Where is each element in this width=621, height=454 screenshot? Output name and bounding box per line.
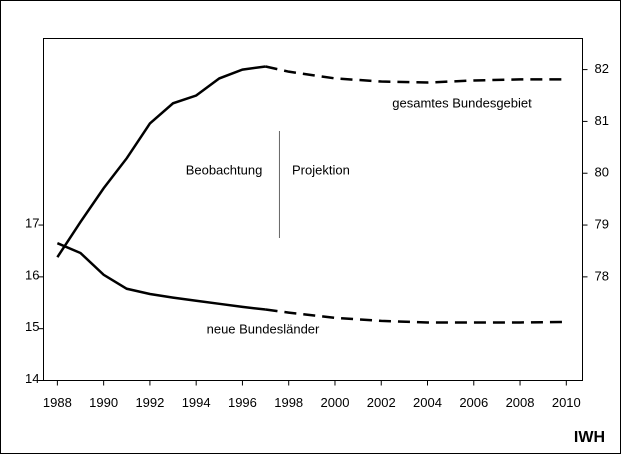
x-tick-label: 2008 — [506, 395, 535, 410]
series-label: neue Bundesländer — [207, 321, 320, 336]
x-tick-label: 2002 — [367, 395, 396, 410]
observed-line — [56, 242, 266, 311]
y2-tick-label: 80 — [595, 165, 609, 180]
y-tick-label: 16 — [25, 267, 39, 282]
x-tick-label: 1994 — [182, 395, 211, 410]
observation-label: Beobachtung — [186, 162, 263, 177]
x-tick-label: 2000 — [321, 395, 350, 410]
y-tick-label: 14 — [25, 371, 39, 386]
plot-frame — [43, 38, 583, 381]
y2-tick-label: 82 — [595, 61, 609, 76]
x-tick-label: 1990 — [89, 395, 118, 410]
y2-tick-label: 81 — [595, 113, 609, 128]
x-tick-label: 2010 — [552, 395, 581, 410]
x-tick-label: 1992 — [135, 395, 164, 410]
series-label: gesamtes Bundesgebiet — [392, 95, 532, 110]
x-tick-label: 1996 — [228, 395, 257, 410]
x-tick-label: 2004 — [413, 395, 442, 410]
projected-line — [265, 65, 567, 84]
observed-line — [56, 65, 266, 258]
projection-label: Projektion — [292, 162, 350, 177]
source-label: IWH — [574, 429, 605, 446]
x-tick-label: 2006 — [459, 395, 488, 410]
y2-tick-label: 78 — [595, 268, 609, 283]
y2-tick-label: 79 — [595, 216, 609, 231]
projected-line — [265, 308, 567, 324]
y-tick-label: 17 — [25, 215, 39, 230]
x-tick-label: 1998 — [274, 395, 303, 410]
y-tick-label: 15 — [25, 319, 39, 334]
x-tick-label: 1988 — [43, 395, 72, 410]
